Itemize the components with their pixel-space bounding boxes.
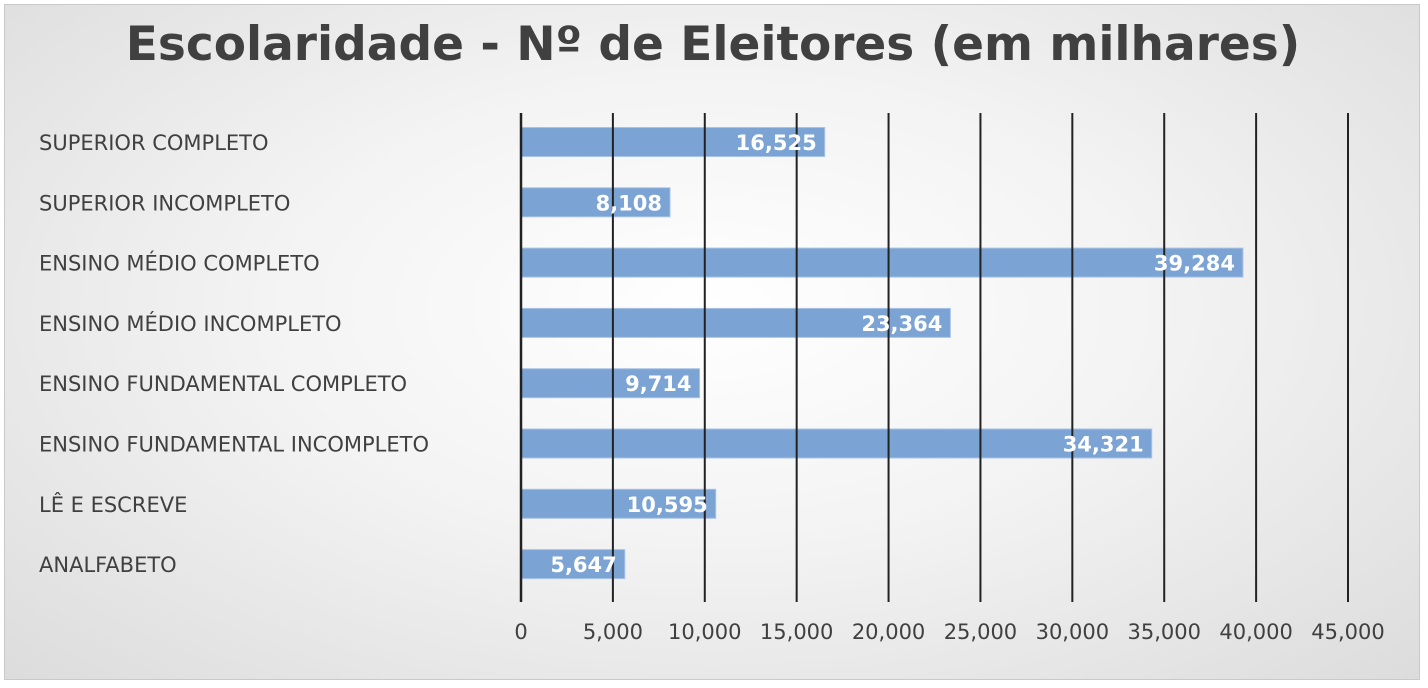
data-label-1: 8,108 xyxy=(596,191,662,215)
x-tick-label-4: 20,000 xyxy=(852,620,925,644)
chart-frame: Escolaridade - Nº de Eleitores (em milha… xyxy=(4,4,1420,680)
category-label-2: ENSINO MÉDIO COMPLETO xyxy=(39,251,320,276)
x-tick-label-7: 35,000 xyxy=(1127,620,1200,644)
gridlines-group xyxy=(519,113,1349,602)
category-label-3: ENSINO MÉDIO INCOMPLETO xyxy=(39,311,342,336)
category-label-1: SUPERIOR INCOMPLETO xyxy=(39,191,290,215)
category-labels-group: SUPERIOR COMPLETO SUPERIOR INCOMPLETO ENSI… xyxy=(39,131,429,577)
category-label-5: ENSINO FUNDAMENTAL INCOMPLETO xyxy=(39,433,429,457)
bar-2 xyxy=(520,247,1244,278)
bars-group xyxy=(520,127,1244,580)
category-label-7: ANALFABETO xyxy=(39,553,177,577)
category-label-0: SUPERIOR COMPLETO xyxy=(39,131,269,155)
data-label-0: 16,525 xyxy=(736,131,817,155)
data-label-7: 5,647 xyxy=(550,553,616,577)
x-tick-label-2: 10,000 xyxy=(668,620,741,644)
x-tick-label-6: 30,000 xyxy=(1036,620,1109,644)
data-labels-group: 16,525 8,108 39,284 23,364 9,714 34,321 10,595… xyxy=(550,131,1235,577)
data-label-2: 39,284 xyxy=(1154,252,1235,276)
x-tick-label-9: 45,000 xyxy=(1311,620,1384,644)
x-tick-label-5: 25,000 xyxy=(944,620,1017,644)
x-tick-label-0: 0 xyxy=(514,620,527,644)
chart-title: Escolaridade - Nº de Eleitores (em milha… xyxy=(125,17,1301,72)
bar-0 xyxy=(520,127,826,157)
x-tick-label-8: 40,000 xyxy=(1219,620,1292,644)
bar-3 xyxy=(520,307,951,338)
x-tick-label-1: 5,000 xyxy=(583,620,643,644)
data-label-3: 23,364 xyxy=(861,312,942,336)
bar-4 xyxy=(520,368,701,399)
bar-5 xyxy=(520,428,1153,459)
x-tick-label-3: 15,000 xyxy=(760,620,833,644)
category-label-4: ENSINO FUNDAMENTAL COMPLETO xyxy=(39,372,407,396)
data-label-5: 34,321 xyxy=(1063,433,1144,457)
data-label-6: 10,595 xyxy=(627,493,708,517)
bar-1 xyxy=(520,187,671,218)
x-tick-labels-group: 0 5,000 10,000 15,000 20,000 25,000 30,000 35,0… xyxy=(514,620,1384,644)
category-label-6: LÊ E ESCREVE xyxy=(39,492,187,517)
data-label-4: 9,714 xyxy=(625,372,691,396)
bar-chart-plot: SUPERIOR COMPLETO SUPERIOR INCOMPLETO ENSI… xyxy=(39,113,1385,644)
bar-6 xyxy=(520,488,717,519)
